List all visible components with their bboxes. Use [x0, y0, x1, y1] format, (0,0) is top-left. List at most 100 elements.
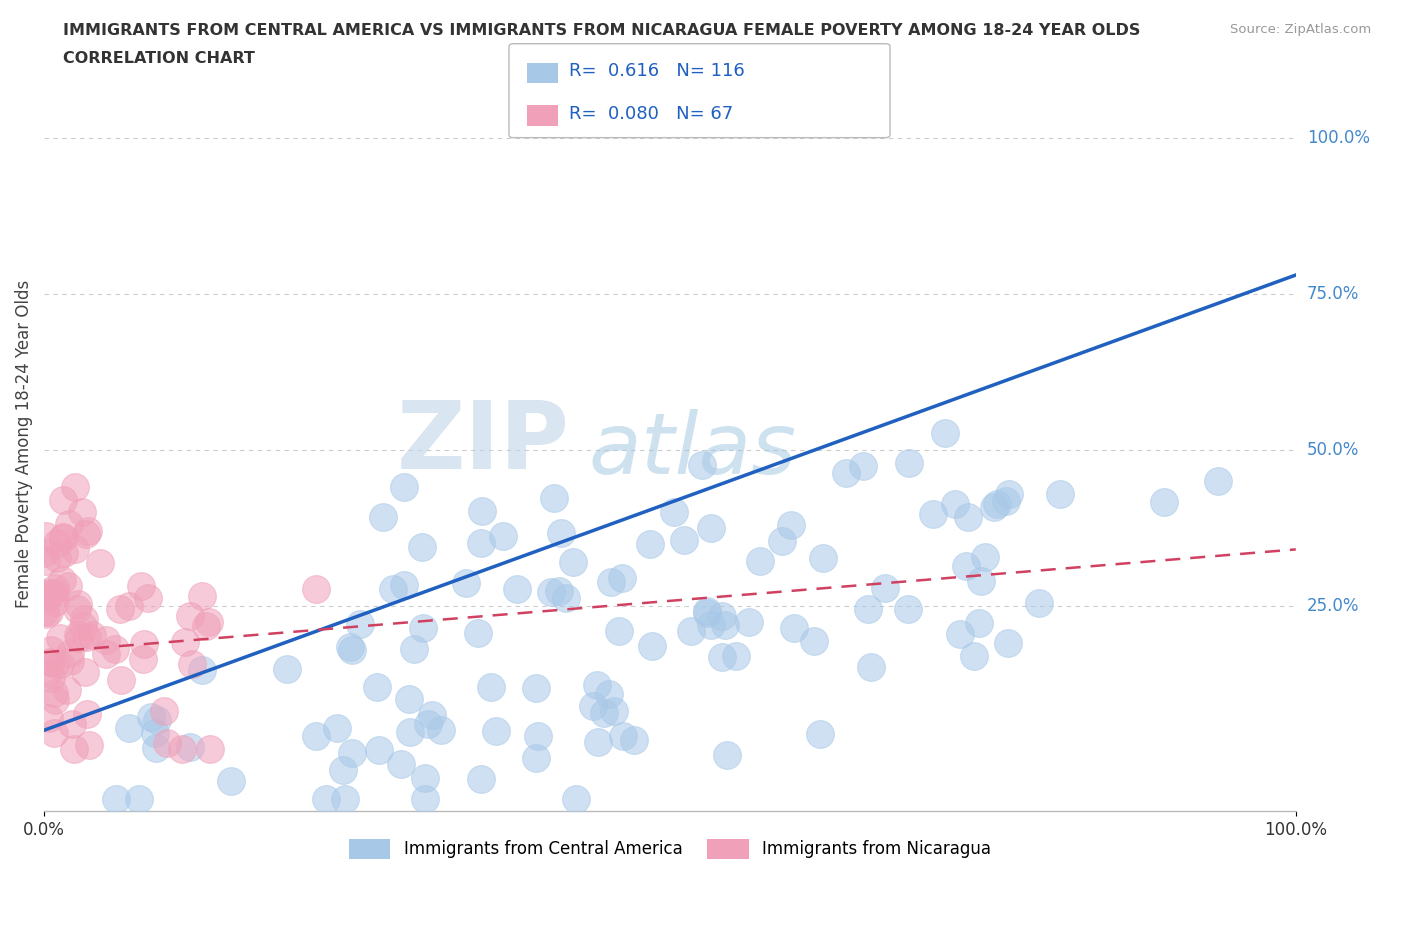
Point: [94, 632, 117, 647]
Point: [679, 624, 702, 639]
Point: [73, 612, 96, 627]
Point: [610, 570, 633, 585]
Point: [73, 665, 96, 680]
Point: [45, 536, 67, 551]
Point: [986, 497, 1008, 512]
Point: [602, 703, 624, 718]
Point: [305, 728, 328, 743]
Point: [995, 493, 1018, 508]
Point: [37, 589, 59, 604]
Point: [852, 458, 875, 473]
Point: [191, 663, 214, 678]
Point: [76, 630, 98, 644]
Point: [276, 661, 298, 676]
Point: [506, 581, 529, 596]
Point: [349, 617, 371, 631]
Text: ZIP: ZIP: [396, 397, 569, 489]
Point: [524, 751, 547, 765]
Point: [44, 685, 66, 700]
Point: [80, 628, 103, 643]
Point: [132, 636, 155, 651]
Point: [76, 707, 98, 722]
Point: [52, 492, 75, 507]
Point: [623, 733, 645, 748]
Point: [52, 530, 75, 545]
Point: [955, 559, 977, 574]
Point: [67, 631, 90, 645]
Point: [413, 791, 436, 806]
Point: [110, 673, 132, 688]
Point: [399, 725, 422, 740]
Point: [52, 529, 75, 544]
Point: [118, 721, 141, 736]
Point: [156, 736, 179, 751]
Text: 25.0%: 25.0%: [1308, 596, 1360, 615]
Point: [181, 657, 204, 671]
Point: [332, 763, 354, 777]
Point: [700, 520, 723, 535]
Point: [44, 657, 66, 671]
Point: [860, 660, 883, 675]
Point: [1208, 474, 1230, 489]
Point: [780, 517, 803, 532]
Point: [813, 551, 835, 565]
Legend: Immigrants from Central America, Immigrants from Nicaragua: Immigrants from Central America, Immigra…: [342, 831, 998, 866]
Point: [32, 585, 55, 600]
Point: [392, 480, 415, 495]
Point: [42, 726, 65, 741]
Point: [75, 526, 97, 541]
Point: [470, 536, 492, 551]
Point: [710, 609, 733, 624]
Point: [491, 529, 513, 544]
Point: [543, 491, 565, 506]
Point: [415, 771, 437, 786]
Text: R=  0.080   N= 67: R= 0.080 N= 67: [569, 105, 734, 123]
Point: [783, 620, 806, 635]
Point: [139, 710, 162, 724]
Point: [44, 693, 66, 708]
Point: [59, 645, 82, 660]
Point: [641, 638, 664, 653]
Point: [326, 720, 349, 735]
Point: [737, 615, 759, 630]
Point: [77, 524, 100, 538]
Point: [662, 505, 685, 520]
Point: [35, 553, 58, 568]
Point: [392, 578, 415, 592]
Point: [540, 584, 562, 599]
Point: [104, 642, 127, 657]
Point: [89, 556, 111, 571]
Point: [34, 546, 56, 561]
Point: [105, 791, 128, 806]
Point: [333, 791, 356, 806]
Point: [340, 643, 363, 658]
Point: [38, 604, 60, 619]
Point: [35, 528, 58, 543]
Point: [366, 679, 388, 694]
Point: [598, 686, 620, 701]
Point: [41, 585, 63, 600]
Text: IMMIGRANTS FROM CENTRAL AMERICA VS IMMIGRANTS FROM NICARAGUA FEMALE POVERTY AMON: IMMIGRANTS FROM CENTRAL AMERICA VS IMMIG…: [63, 23, 1140, 38]
Point: [411, 539, 433, 554]
Point: [70, 505, 93, 520]
Point: [1028, 595, 1050, 610]
Point: [479, 680, 502, 695]
Point: [600, 574, 623, 589]
Point: [39, 642, 62, 657]
Point: [963, 648, 986, 663]
Point: [943, 497, 966, 512]
Point: [49, 631, 72, 645]
Point: [412, 621, 434, 636]
Point: [79, 737, 101, 752]
Point: [711, 650, 734, 665]
Point: [808, 726, 831, 741]
Point: [998, 486, 1021, 501]
Point: [382, 581, 405, 596]
Point: [153, 703, 176, 718]
Point: [63, 741, 86, 756]
Point: [35, 665, 58, 680]
Point: [174, 634, 197, 649]
Point: [315, 791, 337, 806]
Point: [638, 537, 661, 551]
Text: atlas: atlas: [589, 409, 797, 492]
